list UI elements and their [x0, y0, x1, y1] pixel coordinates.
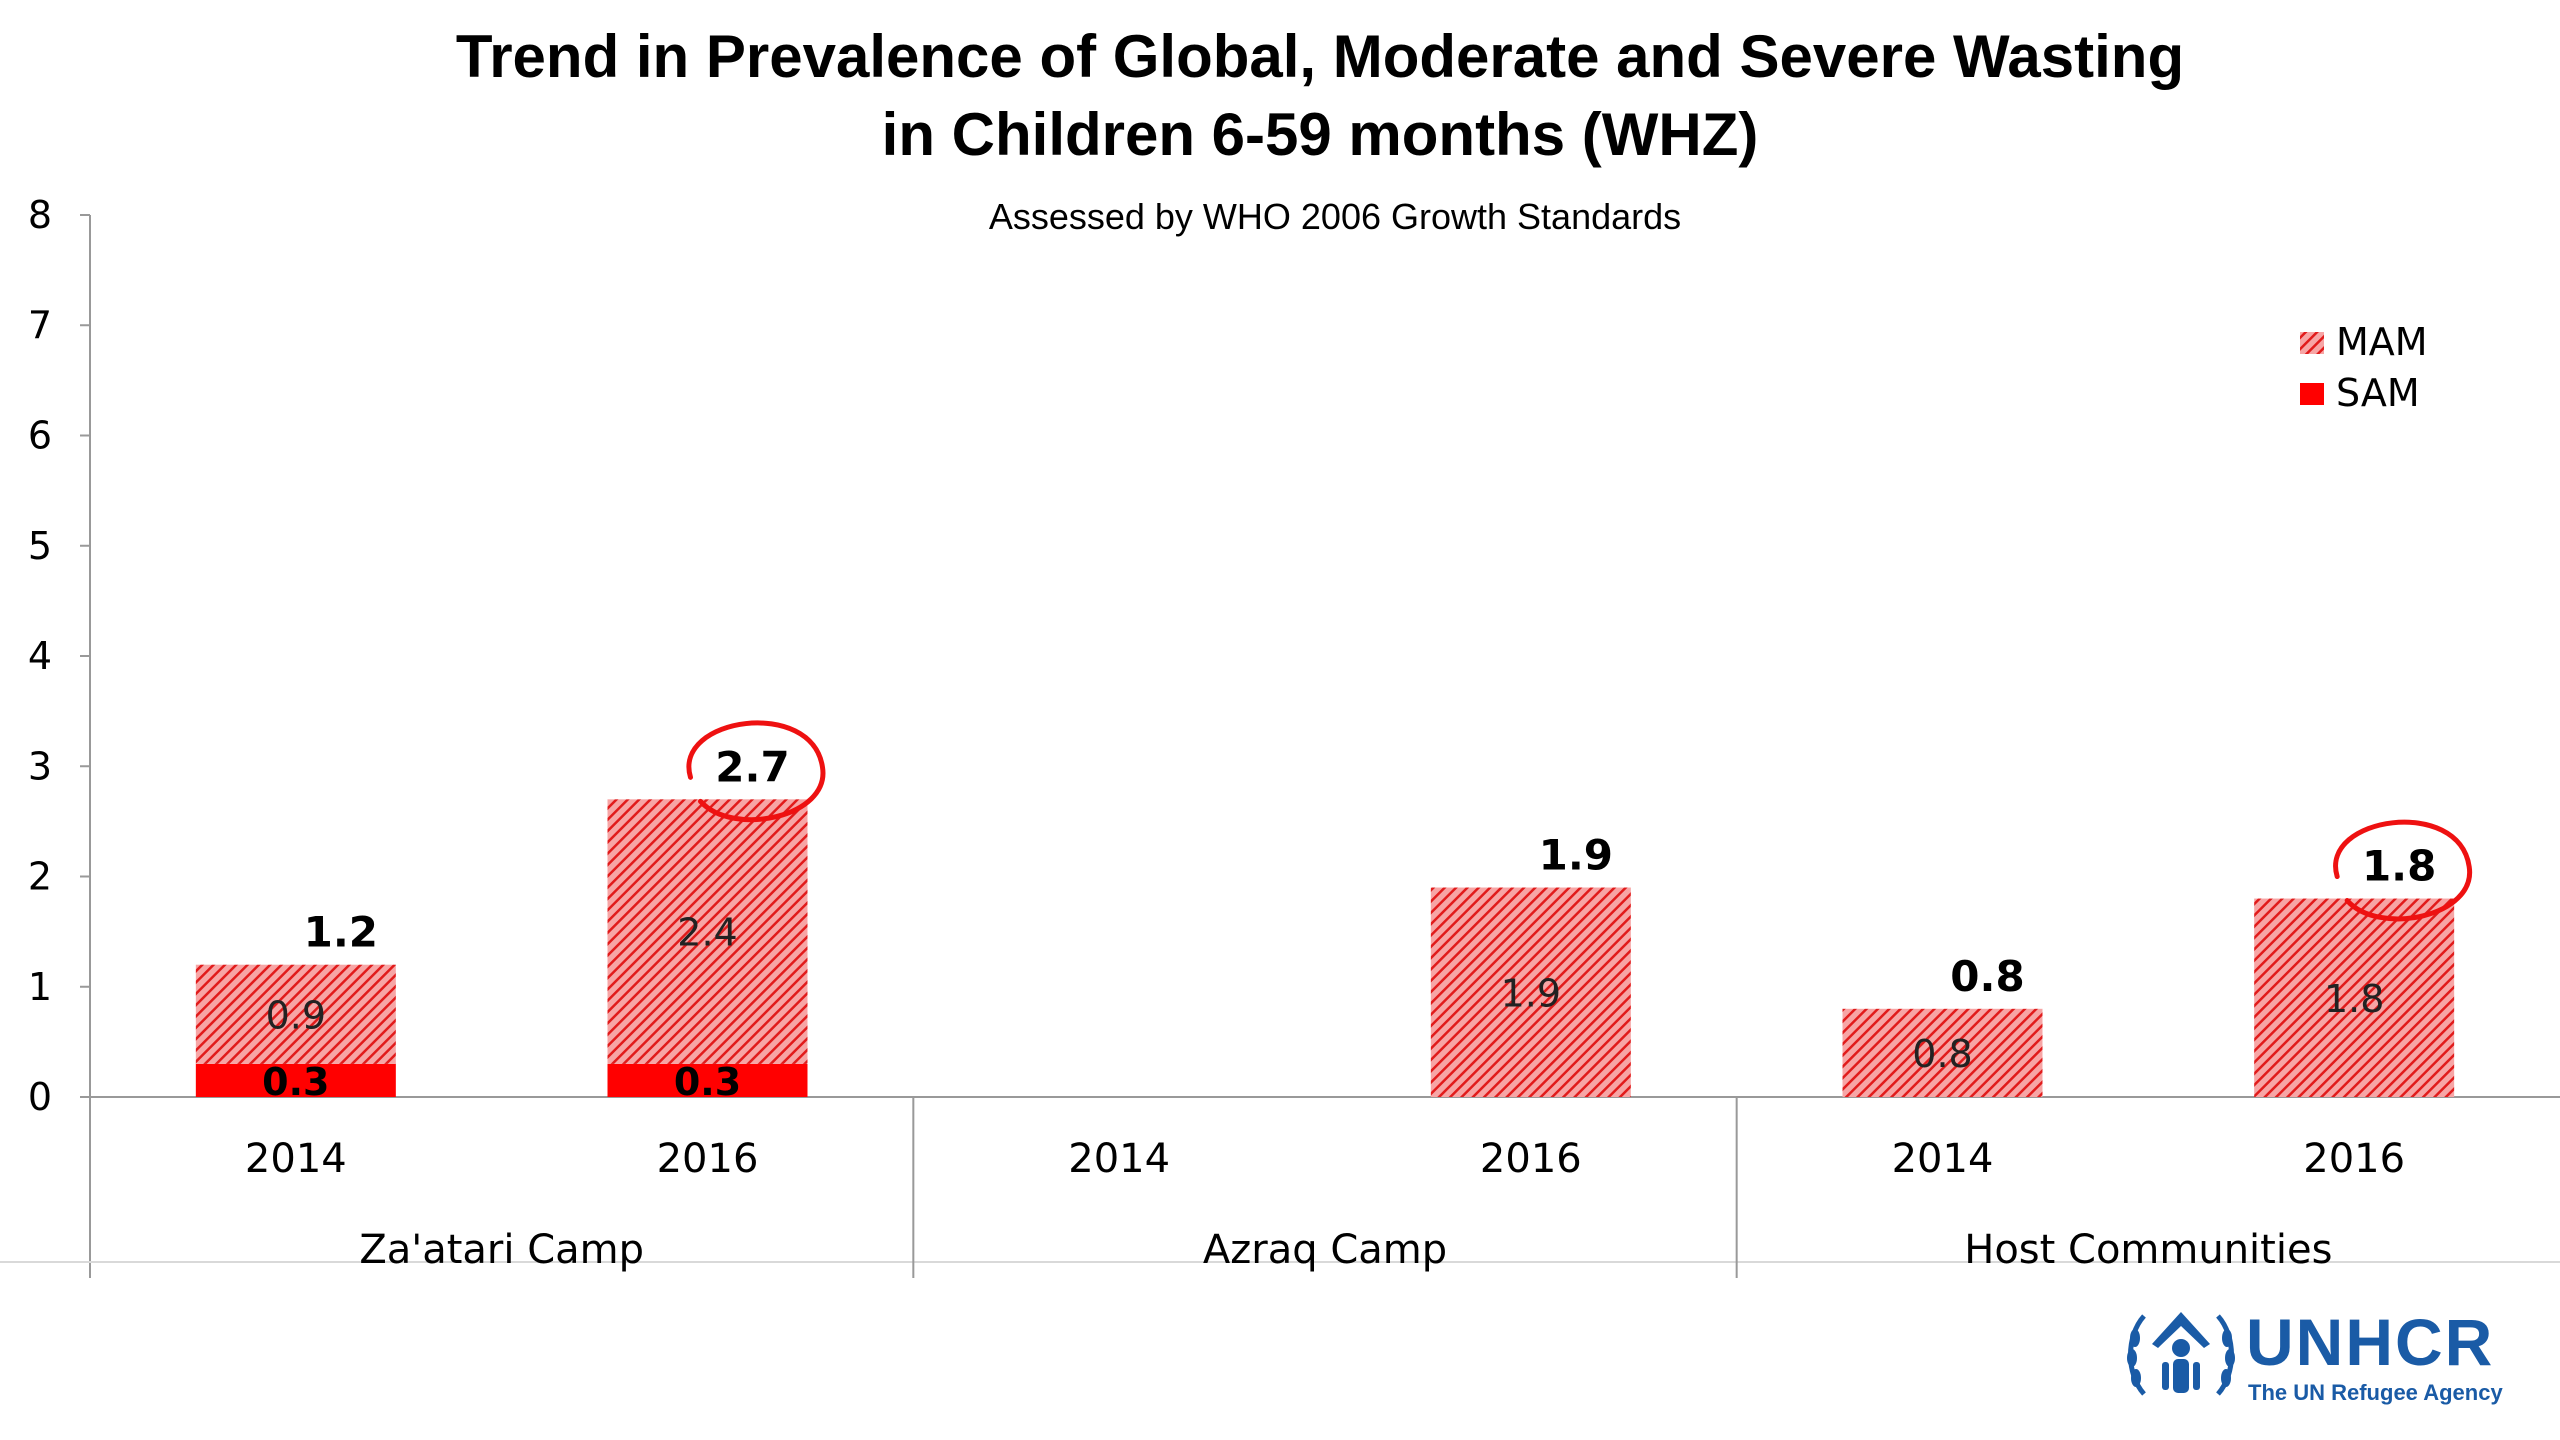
highlight-circle [2333, 819, 2472, 922]
group-label: Azraq Camp [1203, 1227, 1447, 1273]
legend-swatch-mam [2300, 332, 2324, 354]
bar-sam [195, 1063, 396, 1097]
bar-value-label-mam: 0.8 [1912, 1032, 1972, 1076]
bar-mam [1430, 887, 1631, 1097]
highlight-circle [686, 720, 826, 823]
y-tick-label: 5 [28, 524, 52, 568]
y-tick-label: 0 [28, 1075, 52, 1119]
labels-layer: 0.3 0.9 1.2 0.3 2.4 2.7 1.9 1.9 0.8 0.8 1.8 1.8 [262, 720, 2472, 1104]
y-tick-label: 1 [28, 965, 52, 1009]
logo-tagline: The UN Refugee Agency [2248, 1380, 2503, 1405]
x-tick-label: 2014 [1892, 1136, 1994, 1182]
y-tick-label: 7 [28, 303, 52, 347]
logo-wordmark: UNHCR [2246, 1305, 2495, 1379]
legend-swatch-sam [2300, 383, 2324, 405]
bar-mam [2254, 898, 2455, 1097]
axes-layer: 0 1 2 3 4 5 6 7 8 Za'atari Camp Azraq Camp Host Com… [0, 193, 2560, 1278]
chart-title-line-1: Trend in Prevalence of Global, Moderate … [455, 23, 2185, 90]
y-tick-label: 6 [28, 414, 52, 458]
group-label: Host Communities [1964, 1227, 2332, 1273]
legend: MAM SAM [2300, 320, 2428, 415]
chart-title: Trend in Prevalence of Global, Moderate … [0, 18, 2560, 174]
bar-mam [195, 964, 396, 1064]
bar-value-label-sam: 0.3 [262, 1060, 329, 1104]
x-tick-label: 2016 [657, 1136, 759, 1182]
unhcr-logo: UNHCR The UN Refugee Agency [2120, 1300, 2540, 1410]
x-tick-label: 2016 [1480, 1136, 1582, 1182]
bar-sam [607, 1063, 808, 1097]
bar-total-label: 0.8 [1950, 952, 2024, 1001]
chart-subtitle: Assessed by WHO 2006 Growth Standards [988, 196, 1682, 237]
bar-value-label-mam: 2.4 [677, 911, 737, 955]
x-tick-label: 2014 [245, 1136, 347, 1182]
unhcr-emblem-icon [2127, 1312, 2235, 1396]
x-tick-label: 2014 [1068, 1136, 1170, 1182]
legend-label-mam: MAM [2336, 320, 2428, 364]
legend-label-sam: SAM [2336, 371, 2420, 415]
chart-title-line-2: in Children 6-59 months (WHZ) [881, 101, 1759, 168]
bar-value-label-mam: 1.9 [1501, 971, 1561, 1015]
y-tick-label: 8 [28, 193, 52, 237]
bar-total-label: 2.7 [715, 742, 789, 791]
bar-value-label-mam: 0.9 [266, 993, 326, 1037]
x-tick-label: 2016 [2303, 1136, 2405, 1182]
bar-value-label-mam: 1.8 [2324, 977, 2384, 1021]
bars-layer [195, 799, 2455, 1097]
bar-mam [1842, 1008, 2043, 1097]
group-label: Za'atari Camp [359, 1227, 644, 1273]
bar-total-label: 1.8 [2362, 842, 2436, 891]
bar-total-label: 1.2 [304, 908, 378, 957]
bar-value-label-sam: 0.3 [674, 1060, 741, 1104]
y-tick-label: 2 [28, 855, 52, 899]
y-tick-label: 3 [28, 744, 52, 788]
bar-total-label: 1.9 [1539, 831, 1613, 880]
bar-mam [607, 799, 808, 1064]
y-tick-label: 4 [28, 634, 52, 678]
